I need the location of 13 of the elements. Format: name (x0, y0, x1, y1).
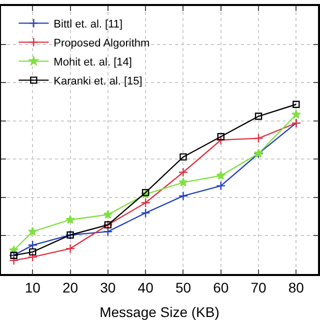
x-tick-label: 50 (175, 280, 192, 296)
x-tick-label: 70 (250, 280, 267, 296)
x-tick-label: 40 (138, 280, 154, 296)
legend-label: Karanki et. al. [15] (54, 75, 142, 88)
legend-label: Mohit et. al. [14] (54, 56, 132, 68)
x-tick-label: 20 (62, 280, 78, 296)
x-tick-label: 80 (288, 280, 304, 296)
x-axis-title: Message Size (KB) (100, 304, 220, 320)
x-tick-label: 10 (24, 280, 41, 296)
x-tick-label: 60 (213, 280, 229, 296)
x-tick-label: 30 (100, 280, 116, 296)
legend-label: Proposed Algorithm (54, 37, 150, 50)
legend-label: Bittl et. al. [11] (54, 18, 123, 30)
